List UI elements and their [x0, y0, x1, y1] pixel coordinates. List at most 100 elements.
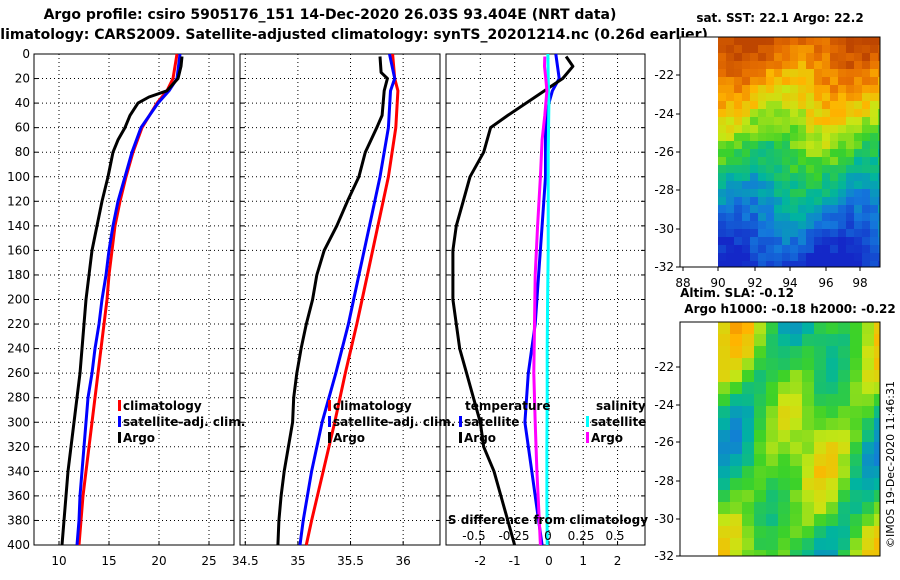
map-cell — [862, 418, 874, 430]
legend-label: satellite — [591, 415, 646, 429]
map-cell — [754, 370, 766, 382]
map-cell — [822, 117, 830, 125]
map-cell — [870, 93, 878, 101]
map-cell — [774, 221, 782, 229]
map-cell — [854, 189, 862, 197]
map-cell — [742, 454, 754, 466]
map-cell — [742, 514, 754, 526]
map-cell — [734, 77, 742, 85]
map-cell — [774, 157, 782, 165]
map-cell — [838, 550, 850, 556]
map-cell — [862, 550, 874, 556]
map-cell — [782, 69, 790, 77]
map-cell — [774, 133, 782, 141]
map-cell — [766, 442, 778, 454]
map-cell — [814, 538, 826, 550]
map-cell — [802, 502, 814, 514]
map-cell — [758, 53, 766, 61]
map-cell — [826, 358, 838, 370]
y-tick-label: 220 — [7, 317, 30, 331]
map-cell — [870, 77, 878, 85]
y-tick-label: 60 — [15, 121, 30, 135]
map-cell — [814, 157, 822, 165]
map-cell — [766, 85, 774, 93]
map-cell — [734, 109, 742, 117]
map-cell — [822, 37, 830, 45]
map-cell — [782, 189, 790, 197]
map-cell — [742, 261, 750, 267]
map-y-tick-label: -30 — [654, 512, 674, 526]
map-cell — [790, 205, 798, 213]
sla-map-field — [718, 322, 880, 556]
map-cell — [838, 213, 846, 221]
map-cell — [790, 538, 802, 550]
map-cell — [874, 526, 880, 538]
map-cell — [826, 346, 838, 358]
map-cell — [806, 101, 814, 109]
map-cell — [878, 141, 880, 149]
map-cell — [846, 157, 854, 165]
map-cell — [862, 261, 870, 267]
map-cell — [718, 382, 730, 394]
map-cell — [758, 261, 766, 267]
map-cell — [734, 205, 742, 213]
map-cell — [870, 37, 878, 45]
map-cell — [790, 125, 798, 133]
map-cell — [826, 478, 838, 490]
map-cell — [874, 502, 880, 514]
map-cell — [750, 189, 758, 197]
map-cell — [838, 502, 850, 514]
map-cell — [850, 370, 862, 382]
map-cell — [718, 237, 726, 245]
map-cell — [754, 478, 766, 490]
map-cell — [754, 346, 766, 358]
map-cell — [718, 430, 730, 442]
map-cell — [730, 334, 742, 346]
map-cell — [742, 382, 754, 394]
map-cell — [846, 213, 854, 221]
map-cell — [854, 125, 862, 133]
map-cell — [798, 197, 806, 205]
map-cell — [806, 229, 814, 237]
map-cell — [774, 205, 782, 213]
map-cell — [830, 181, 838, 189]
map-cell — [838, 454, 850, 466]
map-cell — [878, 149, 880, 157]
map-cell — [862, 61, 870, 69]
map-cell — [846, 77, 854, 85]
map-cell — [750, 173, 758, 181]
map-cell — [874, 466, 880, 478]
map-cell — [750, 77, 758, 85]
map-cell — [822, 253, 830, 261]
map-cell — [802, 346, 814, 358]
map-title: Altim. SLA: -0.12 — [680, 286, 794, 300]
map-cell — [734, 125, 742, 133]
map-cell — [846, 221, 854, 229]
map-cell — [802, 406, 814, 418]
map-y-tick-label: -22 — [654, 360, 674, 374]
y-tick-label: 300 — [7, 415, 30, 429]
map-cell — [730, 478, 742, 490]
map-cell — [862, 37, 870, 45]
map-cell — [766, 109, 774, 117]
map-cell — [798, 133, 806, 141]
map-cell — [862, 394, 874, 406]
map-cell — [862, 93, 870, 101]
map-cell — [790, 93, 798, 101]
map-cell — [758, 85, 766, 93]
map-cell — [778, 490, 790, 502]
map-cell — [774, 165, 782, 173]
map-cell — [862, 382, 874, 394]
y-tick-label: 200 — [7, 293, 30, 307]
map-cell — [838, 229, 846, 237]
map-cell — [778, 418, 790, 430]
map-cell — [862, 45, 870, 53]
map-cell — [798, 61, 806, 69]
map-cell — [814, 37, 822, 45]
map-cell — [850, 382, 862, 394]
legend-label: climatology — [123, 399, 202, 413]
sst-map-field — [718, 37, 880, 267]
secondary-x-tick-label: -0.25 — [498, 529, 529, 543]
map-cell — [862, 346, 874, 358]
map-cell — [874, 454, 880, 466]
